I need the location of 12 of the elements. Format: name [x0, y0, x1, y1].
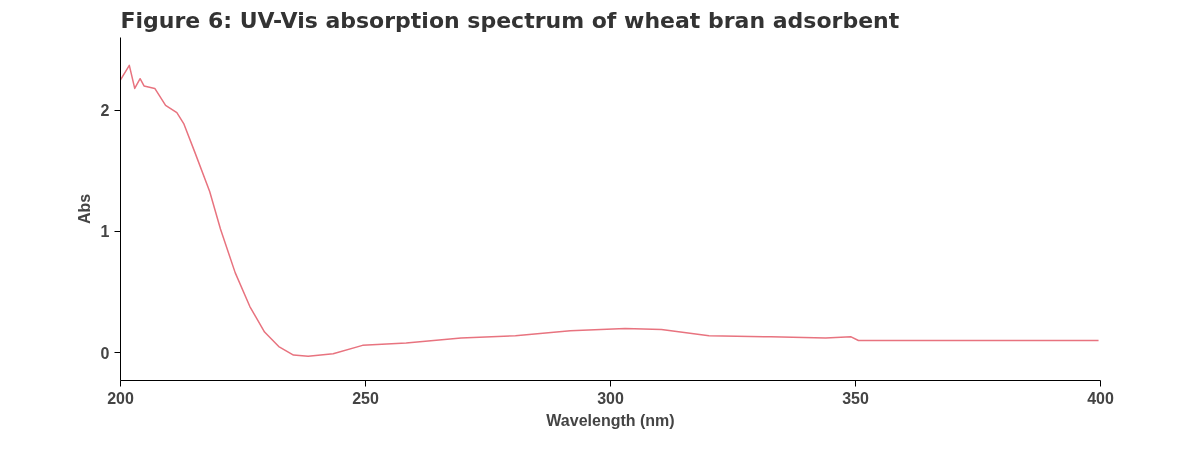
x-tick-label: 200	[107, 389, 134, 407]
x-axis-title: Wavelength (nm)	[546, 411, 675, 429]
y-tick-label: 1	[100, 223, 110, 241]
x-tick-label: 250	[352, 389, 379, 407]
line-series	[120, 64, 1100, 358]
y-tick-label: 2	[100, 102, 110, 120]
x-tick-label: 400	[1087, 389, 1114, 407]
y-tick-label: 0	[100, 344, 110, 362]
chart-title: Figure 6: UV-Vis absorption spectrum of wheat bran adsorbent	[120, 7, 900, 33]
x-tick-label: 300	[597, 389, 624, 407]
y-axis-title: Abs	[75, 193, 93, 225]
x-tick-label: 350	[842, 389, 869, 407]
